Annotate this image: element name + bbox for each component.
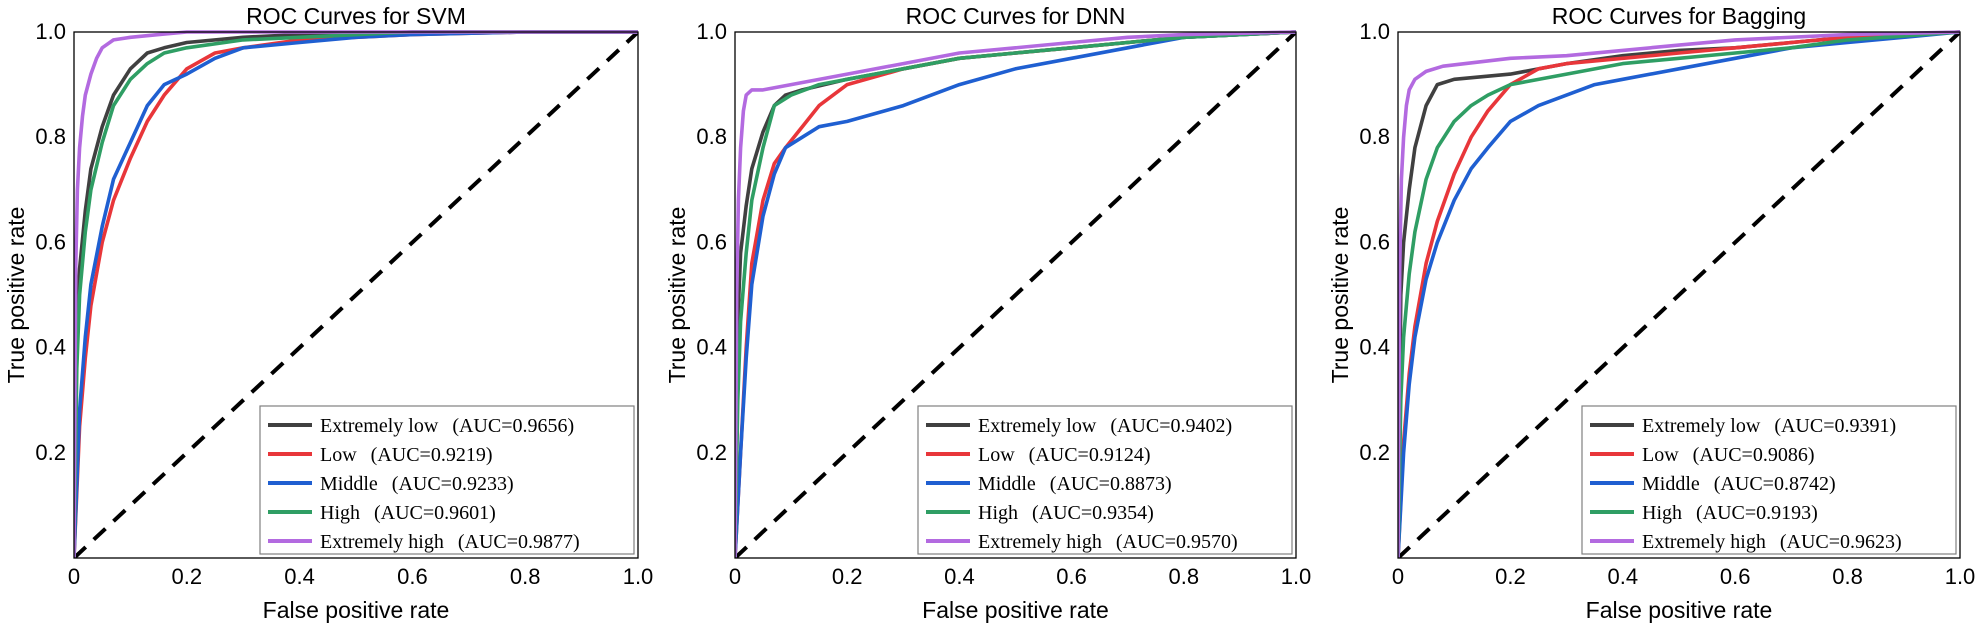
- legend-entry-auc: (AUC=0.8873): [1050, 473, 1172, 495]
- series-line-high: [735, 30, 1296, 558]
- x-tick-label: 0.4: [944, 564, 975, 589]
- x-tick-label: 0.4: [1608, 564, 1639, 589]
- x-tick-label: 0.2: [1495, 564, 1526, 589]
- roc-chart-1: ROC Curves for SVM 0 0.2 0.4 0.6 0.8 1.0 0.2 0.4…: [3, 3, 653, 623]
- legend-entry-auc: (AUC=0.9391): [1774, 415, 1896, 437]
- chart-title: ROC Curves for DNN: [906, 3, 1126, 29]
- x-tick-label: 0.8: [510, 564, 541, 589]
- x-tick-label: 0.8: [1832, 564, 1863, 589]
- series-line-extremely-high: [735, 30, 1296, 558]
- x-tick-label: 0.6: [1720, 564, 1751, 589]
- x-tick-label: 0: [68, 564, 80, 589]
- legend-entry-name: Low: [978, 444, 1015, 466]
- y-tick-label: 0.6: [1359, 229, 1390, 254]
- diagonal-reference-line: [74, 30, 638, 558]
- x-tick-label: 1.0: [623, 564, 654, 589]
- legend-entry-name: Middle: [320, 473, 378, 495]
- y-tick-label: 0.4: [35, 335, 66, 360]
- curves: [735, 30, 1296, 558]
- y-axis-label: True positive rate: [3, 207, 29, 384]
- x-tick-label: 0.4: [284, 564, 315, 589]
- x-tick-label: 0: [1392, 564, 1404, 589]
- plot-frame: [1397, 31, 1961, 559]
- legend-entry-name: Low: [1642, 444, 1679, 466]
- y-tick-label: 0.6: [696, 229, 727, 254]
- y-tick-label: 1.0: [35, 19, 66, 44]
- legend-entry-auc: (AUC=0.9193): [1696, 502, 1818, 524]
- legend-entry-name: Extremely high: [320, 531, 444, 553]
- y-axis-label: True positive rate: [664, 207, 690, 384]
- legend-entry-auc: (AUC=0.9354): [1032, 502, 1154, 524]
- diagonal-reference-line: [735, 30, 1296, 558]
- legend-entry-name: Extremely low: [978, 415, 1097, 437]
- y-tick-label: 0.2: [35, 440, 66, 465]
- chart-title: ROC Curves for Bagging: [1552, 3, 1806, 29]
- y-tick-label: 0.8: [1359, 124, 1390, 149]
- series-line-middle: [735, 30, 1296, 558]
- series-line-middle: [1398, 30, 1960, 558]
- legend: Extremely low (AUC=0.9402) Low (AUC=0.9124)…: [917, 405, 1293, 555]
- x-tick-label: 0.2: [832, 564, 863, 589]
- roc-chart-2: ROC Curves for DNN 0 0.2 0.4 0.6 0.8 1.0 0.2 0.4…: [664, 3, 1311, 623]
- y-tick-label: 0.4: [696, 335, 727, 360]
- y-tick-label: 0.2: [696, 440, 727, 465]
- legend-entry-auc: (AUC=0.9623): [1780, 531, 1902, 553]
- series-line-high: [1398, 30, 1960, 558]
- x-axis-label: False positive rate: [1586, 597, 1773, 623]
- y-tick-label: 0.8: [35, 124, 66, 149]
- legend-entry-name: Extremely low: [1642, 415, 1761, 437]
- diagonal-reference-line: [1398, 30, 1960, 558]
- series-line-middle: [74, 30, 638, 558]
- legend-entry-name: Extremely high: [978, 531, 1102, 553]
- legend-entry-auc: (AUC=0.9124): [1029, 444, 1151, 466]
- x-tick-label: 0.8: [1169, 564, 1200, 589]
- roc-chart-3: ROC Curves for Bagging 0 0.2 0.4 0.6 0.8 1.0 0.…: [1327, 3, 1975, 623]
- x-tick-label: 1.0: [1945, 564, 1976, 589]
- legend-entry-auc: (AUC=0.9656): [452, 415, 574, 437]
- legend: Extremely low (AUC=0.9656) Low (AUC=0.9219)…: [259, 405, 635, 555]
- y-tick-label: 0.2: [1359, 440, 1390, 465]
- x-tick-label: 0.2: [172, 564, 203, 589]
- curves: [1398, 30, 1960, 558]
- legend-entry-name: Extremely high: [1642, 531, 1766, 553]
- y-tick-label: 0.8: [696, 124, 727, 149]
- x-tick-label: 0.6: [397, 564, 428, 589]
- legend-entry-name: Extremely low: [320, 415, 439, 437]
- x-tick-label: 1.0: [1281, 564, 1312, 589]
- x-axis-label: False positive rate: [263, 597, 450, 623]
- y-tick-label: 1.0: [696, 19, 727, 44]
- legend-entry-auc: (AUC=0.9233): [392, 473, 514, 495]
- legend: Extremely low (AUC=0.9391) Low (AUC=0.9086)…: [1581, 405, 1957, 555]
- x-tick-label: 0.6: [1056, 564, 1087, 589]
- legend-entry-name: High: [320, 502, 360, 524]
- x-axis-label: False positive rate: [922, 597, 1109, 623]
- chart-title: ROC Curves for SVM: [246, 3, 466, 29]
- legend-entry-auc: (AUC=0.9601): [374, 502, 496, 524]
- legend-entry-name: Low: [320, 444, 357, 466]
- legend-entry-auc: (AUC=0.9219): [371, 444, 493, 466]
- legend-entry-auc: (AUC=0.9402): [1110, 415, 1232, 437]
- series-line-high: [74, 30, 638, 558]
- legend-entry-name: Middle: [978, 473, 1036, 495]
- legend-entry-auc: (AUC=0.9570): [1116, 531, 1238, 553]
- y-axis-label: True positive rate: [1327, 207, 1353, 384]
- plot-frame: [73, 31, 639, 559]
- series-line-extremely-high: [1398, 30, 1960, 558]
- legend-entry-name: High: [1642, 502, 1682, 524]
- legend-entry-auc: (AUC=0.9086): [1693, 444, 1815, 466]
- plot-frame: [734, 31, 1297, 559]
- legend-entry-auc: (AUC=0.9877): [458, 531, 580, 553]
- y-tick-label: 0.4: [1359, 335, 1390, 360]
- y-tick-label: 1.0: [1359, 19, 1390, 44]
- legend-entry-auc: (AUC=0.8742): [1714, 473, 1836, 495]
- legend-entry-name: Middle: [1642, 473, 1700, 495]
- y-tick-label: 0.6: [35, 229, 66, 254]
- x-tick-label: 0: [729, 564, 741, 589]
- legend-entry-name: High: [978, 502, 1018, 524]
